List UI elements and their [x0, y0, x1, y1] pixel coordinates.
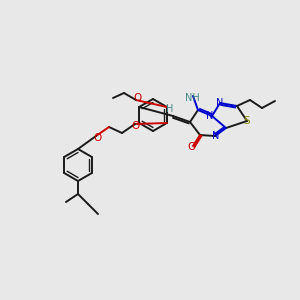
Text: N: N [212, 131, 220, 141]
Text: N: N [206, 111, 214, 121]
Text: N: N [216, 98, 224, 108]
Text: O: O [93, 133, 101, 143]
Text: O: O [132, 121, 140, 131]
Text: O: O [133, 93, 141, 103]
Text: O: O [188, 142, 196, 152]
Text: H: H [166, 104, 174, 114]
Text: S: S [244, 116, 250, 126]
Text: NH: NH [184, 93, 200, 103]
